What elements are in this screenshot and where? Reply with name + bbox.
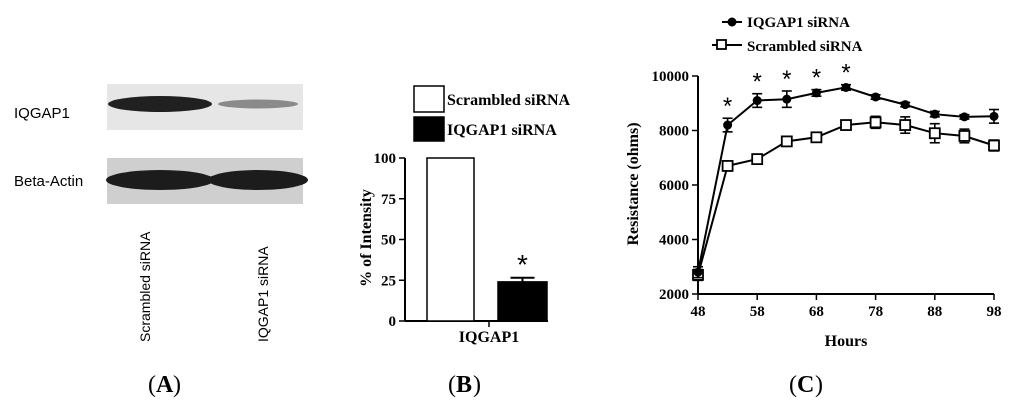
line-x-tick-label: 78 [868,304,883,320]
lane-label-iqgap1: IQGAP1 siRNA [255,246,271,342]
line-y-tick-label: 10000 [652,69,690,85]
lane-label-scrambled: Scrambled siRNA [137,231,153,342]
blot-band-actin-knockdown [208,170,308,190]
panel-label-a: ( A ) [148,372,181,398]
panel-a: IQGAP1 Beta-Actin Scrambled siRNA IQGAP1… [14,84,308,398]
data-point-iqgap1 [723,120,733,130]
svg-text:B: B [456,372,472,398]
data-point-iqgap1 [930,109,940,119]
bar-scrambled [426,157,475,322]
line-y-tick-label: 2000 [659,287,689,303]
bar-y-tick-label: 100 [374,151,397,167]
data-point-iqgap1 [752,96,762,106]
line-x-tick-label: 98 [987,304,1002,320]
blot-band-actin-scrambled [106,170,214,190]
line-legend: IQGAP1 siRNA Scrambled siRNA [712,15,863,55]
line-y-tick-label: 6000 [659,178,689,194]
data-point-scrambled [840,119,852,131]
series-line-iqgap1 [697,86,995,273]
significance-star: * [841,60,850,87]
blot-band-iqgap1-knockdown [218,99,298,109]
legend-marker-scrambled [716,39,727,50]
legend-marker-iqgap1 [727,17,737,27]
panel-label-b: ( B ) [448,372,481,398]
svg-text:C: C [797,372,814,398]
data-point-iqgap1 [693,267,703,277]
blot-label-iqgap1: IQGAP1 [14,105,70,122]
svg-text:): ) [473,372,481,398]
legend-label-scrambled: Scrambled siRNA [447,92,571,109]
data-point-iqgap1 [989,111,999,121]
data-point-scrambled [988,139,1000,152]
legend-label-iqgap1: IQGAP1 siRNA [447,122,557,139]
significance-star: * [753,69,762,96]
data-point-scrambled [928,127,941,140]
bar-y-tick-label: 25 [381,273,396,289]
legend-swatch-iqgap1 [413,116,445,142]
panel-b: Scrambled siRNA IQGAP1 siRNA % of Intens… [358,85,571,398]
legend-label-iqgap1-line: IQGAP1 siRNA [747,15,850,31]
significance-star: * [723,93,732,120]
data-point-scrambled [780,135,793,148]
svg-text:(: ( [789,372,797,398]
blot-band-iqgap1-scrambled [108,96,212,112]
line-x-tick-label: 48 [691,304,706,320]
legend-label-scrambled-line: Scrambled siRNA [747,39,863,55]
data-point-scrambled [751,153,764,166]
bar-x-axis-title: IQGAP1 [459,329,519,346]
bar-y-tick-label: 0 [389,314,397,330]
line-x-axis-title: Hours [825,333,868,350]
data-point-scrambled [721,160,734,172]
line-y-tick-label: 8000 [659,124,689,140]
line-x-tick-label: 68 [809,304,824,320]
data-point-iqgap1 [811,88,821,98]
significance-star: * [812,65,821,92]
svg-text:(: ( [448,372,456,398]
bar-y-tick-label: 75 [381,192,396,208]
svg-text:(: ( [148,372,156,398]
bar-y-tick-label: 50 [381,233,396,249]
legend-swatch-scrambled [413,85,445,113]
line-y-tick-label: 4000 [659,233,689,249]
series-line-scrambled [697,121,995,276]
blot-label-beta-actin: Beta-Actin [14,173,83,190]
panel-label-c: ( C ) [789,372,823,398]
data-point-scrambled [958,130,971,142]
line-y-axis-title: Resistance (ohms) [625,122,642,245]
bar-y-axis-title: % of Intensity [358,189,375,287]
data-point-iqgap1 [959,112,969,122]
svg-text:): ) [815,372,823,398]
data-point-scrambled [869,116,882,129]
svg-text:A: A [156,372,174,398]
significance-star: * [782,66,791,93]
bar-legend: Scrambled siRNA IQGAP1 siRNA [413,85,571,142]
line-x-tick-label: 88 [927,304,942,320]
bar-iqgap1 [497,281,548,322]
data-point-iqgap1 [782,94,792,104]
svg-text:): ) [173,372,181,398]
data-point-scrambled [899,119,912,131]
data-point-iqgap1 [871,92,881,102]
data-point-iqgap1 [900,100,910,110]
line-x-tick-label: 58 [750,304,765,320]
data-point-iqgap1 [841,82,851,92]
data-point-scrambled [810,131,823,144]
panel-c: IQGAP1 siRNA Scrambled siRNA Resistance … [625,15,1002,398]
bar-significance-star: * [517,249,528,280]
